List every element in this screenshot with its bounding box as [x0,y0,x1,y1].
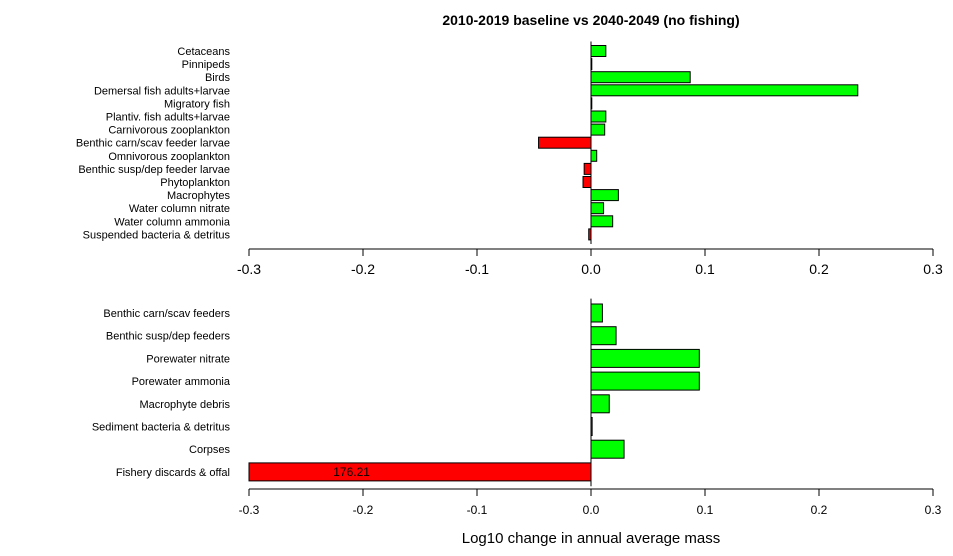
top-x-tick-label: 0.0 [581,261,601,277]
top-x-tick-label: 0.1 [695,261,715,277]
top-bar [583,162,592,175]
top-category-label: Water column nitrate [129,203,230,215]
bottom-x-tick-label: 0.0 [583,503,600,517]
top-category-label: Birds [205,72,231,84]
top-category-label: Water column ammonia [114,216,231,228]
bottom-bar [590,303,603,323]
top-x-tick-label: 0.2 [809,261,829,277]
bottom-category-label: Macrophyte debris [140,399,231,411]
top-x-tick-label: -0.1 [465,261,489,277]
bottom-category-label: Porewater nitrate [146,353,230,365]
top-bar [590,71,691,84]
top-category-label: Pinnipeds [182,59,231,71]
panel-bottom: Benthic carn/scav feeders Benthic susp/de… [92,298,942,517]
chart-title: 2010-2019 baseline vs 2040-2049 (no fish… [442,12,739,28]
top-x-tick-label: 0.3 [923,261,943,277]
top-bar [590,202,605,215]
top-bar [590,45,607,57]
bottom-x-tick-label: -0.2 [353,503,374,517]
bottom-bar [590,326,617,346]
top-bar [590,123,606,136]
top-category-label: Demersal fish adults+larvae [94,85,230,97]
bottom-bar [590,348,700,368]
top-bar [582,176,592,188]
bottom-category-label: Benthic susp/dep feeders [106,331,231,343]
top-category-label: Omnivorous zooplankton [108,151,230,163]
top-bar [590,215,614,228]
bottom-category-label: Corpses [189,444,230,456]
top-category-label: Migratory fish [164,98,230,110]
top-category-label: Plantiv. fish adults+larvae [106,112,230,124]
bottom-category-label: Porewater ammonia [132,376,231,388]
bottom-bar-annotation: 176.21 [333,465,370,479]
top-category-label: Suspended bacteria & detritus [83,229,231,241]
bottom-bar [590,371,700,391]
top-bar [538,136,592,149]
bottom-x-tick-label: 0.3 [925,503,942,517]
bottom-bar [248,462,592,482]
top-x-tick-label: -0.2 [351,261,375,277]
bottom-x-tick-label: 0.2 [811,503,828,517]
bottom-bar [590,394,610,414]
top-category-label: Macrophytes [167,190,230,202]
top-category-label: Benthic susp/dep feeder larvae [78,164,230,176]
bottom-bar [590,439,625,459]
top-x-tick-label: -0.3 [237,261,261,277]
bottom-category-label: Fishery discards & offal [116,467,230,479]
top-bar [590,84,859,97]
top-category-label: Benthic carn/scav feeder larvae [76,138,230,150]
top-category-label: Phytoplankton [160,177,230,189]
bottom-category-label: Benthic carn/scav feeders [103,308,230,320]
top-category-label: Cetaceans [177,46,230,58]
bottom-x-tick-label: 0.1 [697,503,714,517]
top-bar [590,149,598,162]
top-bar [590,189,619,202]
top-bar [590,110,607,123]
bottom-category-label: Sediment bacteria & detritus [92,422,231,434]
bottom-x-tick-label: -0.1 [467,503,488,517]
x-axis-label: Log10 change in annual average mass [462,530,721,547]
top-category-label: Carnivorous zooplankton [108,125,230,137]
bottom-x-tick-label: -0.3 [239,503,260,517]
